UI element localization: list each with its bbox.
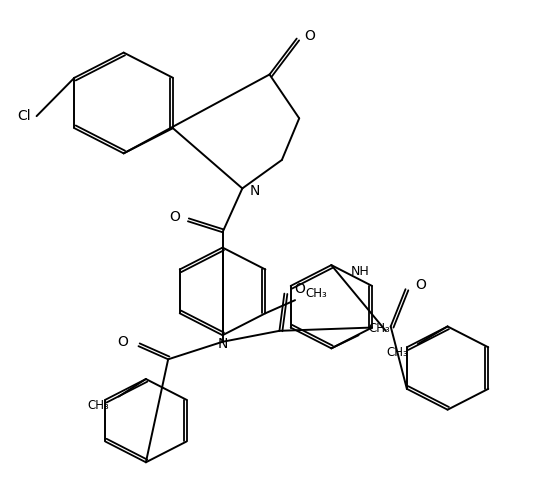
- Text: Cl: Cl: [17, 109, 30, 123]
- Text: NH: NH: [351, 265, 370, 278]
- Text: CH₃: CH₃: [87, 399, 109, 412]
- Text: O: O: [118, 335, 128, 349]
- Text: N: N: [250, 184, 260, 198]
- Text: O: O: [304, 29, 315, 43]
- Text: CH₃: CH₃: [386, 346, 408, 359]
- Text: CH₃: CH₃: [305, 287, 327, 300]
- Text: O: O: [294, 282, 305, 296]
- Text: CH₃: CH₃: [368, 322, 390, 335]
- Text: O: O: [416, 278, 426, 292]
- Text: O: O: [170, 210, 181, 224]
- Text: N: N: [218, 337, 228, 351]
